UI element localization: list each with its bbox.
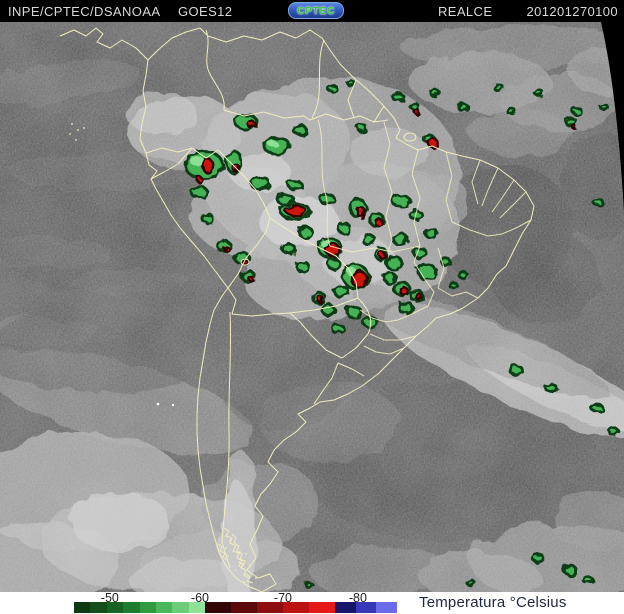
- satellite-label: GOES12: [178, 4, 233, 19]
- colorbar-segment: [90, 602, 107, 613]
- island-dots: [69, 123, 257, 589]
- convective-cells: [183, 79, 619, 589]
- colorbar-tick-label: -70: [273, 591, 293, 605]
- colorbar-tick-label: -60: [190, 591, 210, 605]
- colorbar-segment: [155, 602, 173, 613]
- colorbar-segment: [376, 602, 398, 613]
- colorbar: [74, 602, 398, 613]
- timestamp-label: 201201270100: [526, 4, 618, 19]
- colorbar-segment: [231, 602, 258, 613]
- product-label: REALCE: [438, 4, 493, 19]
- cptec-logo: CPTEC: [288, 2, 344, 19]
- colorbar-segment: [172, 602, 189, 613]
- colorbar-segment: [123, 602, 140, 613]
- state-borders: [317, 119, 532, 355]
- colorbar-segment: [283, 602, 309, 613]
- central-america-coastline: [59, 27, 149, 61]
- legend-footer: -50 -60 -70 -80 Temperatura °Celsius: [0, 591, 624, 614]
- colorbar-segment: [139, 602, 156, 613]
- colorbar-segment: [334, 602, 356, 613]
- legend-title: Temperatura °Celsius: [419, 594, 567, 611]
- grain-overlay: [0, 22, 624, 592]
- colorbar-tick-label: -50: [100, 591, 119, 605]
- colorbar-segment: [257, 602, 284, 613]
- colorbar-segment: [205, 602, 232, 613]
- bright-specks: [156, 402, 175, 407]
- colorbar-segment: [188, 602, 206, 613]
- south-america-coastline: [139, 27, 535, 593]
- earth-limb-edge: [601, 22, 624, 212]
- fjord-coastline: [217, 527, 254, 584]
- satellite-map: [0, 22, 624, 606]
- source-label: INPE/CPTEC/DSA: [8, 4, 122, 19]
- colorbar-segment: [74, 602, 91, 613]
- colorbar-segment: [309, 602, 335, 613]
- header-bar: INPE/CPTEC/DSA NOAA GOES12 CPTEC REALCE …: [0, 0, 624, 22]
- agency-label: NOAA: [122, 4, 161, 19]
- country-borders: [59, 27, 535, 593]
- colorbar-segment: [355, 602, 377, 613]
- colorbar-segment: [106, 602, 124, 613]
- colorbar-tick-label: -80: [348, 591, 367, 605]
